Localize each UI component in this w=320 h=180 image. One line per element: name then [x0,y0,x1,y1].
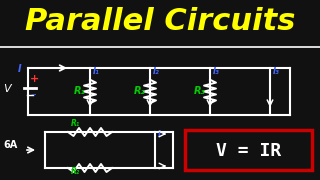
Text: R₃: R₃ [194,86,206,96]
Text: I₃: I₃ [273,67,280,76]
Text: 6A: 6A [3,140,17,150]
Text: R₂: R₂ [134,86,146,96]
Text: I: I [158,130,161,139]
Text: R₁: R₁ [74,86,86,96]
Text: –: – [30,89,36,100]
Text: V = IR: V = IR [216,142,281,160]
Text: I₃: I₃ [213,67,220,76]
Text: I₁: I₁ [93,67,100,76]
Bar [185,130,312,170]
Text: Parallel Circuits: Parallel Circuits [25,8,295,37]
Text: +: + [30,73,39,84]
Text: R₂: R₂ [71,167,80,176]
Text: V: V [3,84,11,93]
Text: R₁: R₁ [71,119,80,128]
Text: I₂: I₂ [153,67,160,76]
Text: I: I [18,64,22,74]
